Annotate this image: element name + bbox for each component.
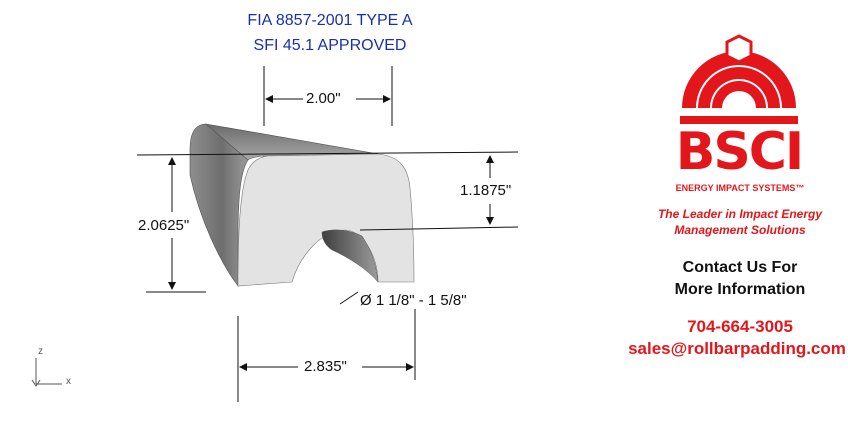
brand-tagline: ENERGY IMPACT SYSTEMS™: [675, 183, 805, 193]
axis-indicator: [31, 358, 62, 387]
pad-side-face: [189, 123, 249, 287]
dimension-label-bar-diameter: Ø 1 1/8" - 1 5/8": [358, 292, 469, 309]
logo-arc-1: [682, 51, 796, 108]
contact-line-2: More Information: [674, 281, 806, 298]
contact-line-1: Contact Us For: [682, 259, 798, 276]
logo-arc-2: [698, 67, 780, 108]
logo-bar: [680, 116, 798, 124]
pad-front-face: [237, 153, 415, 287]
pad-profile: [189, 123, 415, 287]
dimension-width-top: [263, 66, 393, 126]
phone-number[interactable]: 704-664-3005: [687, 317, 793, 336]
pad-bore: [321, 229, 379, 283]
dimension-label-height-right: 1.1875": [458, 182, 514, 199]
certification-line-2: SFI 45.1 APPROVED: [253, 37, 407, 54]
dimension-height-right: [359, 155, 519, 231]
email-link[interactable]: sales@rollbarpadding.com: [628, 339, 846, 358]
logo-arc-3: [712, 81, 766, 108]
certification-line-1: FIA 8857-2001 TYPE A: [247, 12, 413, 29]
axis-label-x: x: [66, 376, 71, 387]
hexagon-icon: [725, 34, 753, 64]
pad-top-face: [205, 123, 379, 161]
brand-logo-text: BSCI: [675, 122, 805, 182]
dimension-label-height-total: 2.0625": [136, 217, 192, 234]
brand-slogan-line-2: Management Solutions: [674, 223, 806, 237]
dimension-width-bottom: [237, 296, 416, 402]
brand-slogan-line-1: The Leader in Impact Energy: [657, 207, 823, 221]
dimension-label-width-top: 2.00": [304, 90, 343, 107]
axis-label-z: z: [38, 346, 43, 357]
dimension-height-total: [136, 151, 519, 293]
dimension-bar-diameter: [339, 291, 359, 305]
dimension-label-width-bottom: 2.835": [302, 358, 349, 375]
bsci-logo-mark: [680, 34, 798, 124]
